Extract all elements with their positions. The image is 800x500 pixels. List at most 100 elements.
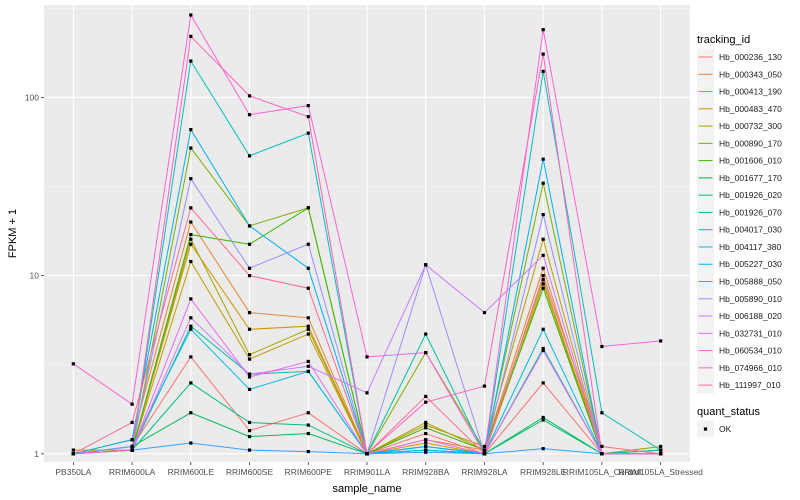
data-point bbox=[306, 369, 310, 374]
data-point bbox=[247, 375, 252, 379]
data-point bbox=[541, 346, 545, 351]
data-point bbox=[541, 415, 545, 420]
data-point bbox=[659, 448, 663, 452]
data-point bbox=[541, 181, 545, 185]
x-axis-title: sample_name bbox=[332, 483, 401, 495]
data-point bbox=[659, 452, 663, 456]
data-point bbox=[482, 311, 487, 315]
data-point bbox=[306, 131, 310, 135]
x-tick-label: RRIM928LE bbox=[520, 467, 567, 477]
data-point bbox=[424, 350, 428, 355]
data-point bbox=[189, 237, 193, 241]
data-point bbox=[189, 259, 193, 264]
data-point bbox=[130, 448, 134, 452]
data-point bbox=[600, 411, 604, 415]
data-point bbox=[541, 418, 545, 422]
data-point bbox=[482, 452, 487, 456]
data-point bbox=[71, 362, 75, 366]
data-point bbox=[482, 448, 487, 452]
grid-lines bbox=[44, 5, 690, 462]
data-point bbox=[600, 452, 604, 456]
data-point bbox=[541, 381, 545, 385]
data-point bbox=[247, 372, 252, 376]
x-tick-label: RRIM600LA bbox=[109, 467, 156, 477]
data-point bbox=[71, 448, 75, 452]
data-point bbox=[189, 59, 193, 63]
data-point bbox=[306, 266, 310, 270]
legend-label: Hb_004117_380 bbox=[719, 242, 782, 252]
data-point bbox=[189, 411, 193, 415]
legend-label: Hb_005890_010 bbox=[719, 294, 782, 304]
x-tick-label: RRIM901LA bbox=[344, 467, 391, 477]
x-tick-label: RRIM928LA bbox=[461, 467, 508, 477]
data-point bbox=[189, 242, 193, 246]
data-point bbox=[541, 28, 545, 32]
data-point bbox=[659, 339, 663, 343]
legend-label: Hb_000890_170 bbox=[719, 138, 782, 148]
data-point bbox=[424, 263, 428, 267]
data-point bbox=[365, 355, 369, 359]
data-point bbox=[541, 277, 545, 282]
data-point bbox=[247, 266, 252, 270]
data-point bbox=[306, 103, 310, 108]
data-point bbox=[130, 402, 134, 406]
legend-label: Hb_000343_050 bbox=[719, 69, 782, 79]
data-point bbox=[306, 206, 310, 210]
data-point bbox=[247, 327, 252, 331]
data-point bbox=[482, 444, 487, 449]
shape-legend-label: OK bbox=[719, 424, 732, 434]
data-point bbox=[247, 154, 252, 158]
data-point bbox=[424, 423, 428, 427]
data-point bbox=[541, 253, 545, 257]
data-point bbox=[424, 431, 428, 436]
data-point bbox=[247, 353, 252, 357]
data-point bbox=[600, 444, 604, 449]
data-point bbox=[424, 444, 428, 449]
data-point bbox=[130, 420, 134, 425]
legend-label: Hb_001606_010 bbox=[719, 156, 782, 166]
legend: tracking_id Hb_000236_130 Hb_000343_050 Hb… bbox=[697, 34, 782, 394]
x-tick-label: RRIM105LA_Stressed bbox=[618, 467, 703, 477]
data-point bbox=[424, 441, 428, 445]
data-point bbox=[189, 381, 193, 385]
data-point bbox=[71, 452, 75, 456]
data-point bbox=[130, 438, 134, 442]
legend-label: Hb_001677_170 bbox=[719, 173, 782, 183]
data-point bbox=[424, 394, 428, 399]
legend-label: Hb_004017_030 bbox=[719, 225, 782, 235]
x-tick-label: RRIM600SE bbox=[226, 467, 274, 477]
data-point bbox=[365, 391, 369, 395]
data-point bbox=[541, 69, 545, 73]
data-point bbox=[424, 450, 428, 454]
data-point bbox=[130, 444, 134, 449]
data-point bbox=[247, 242, 252, 246]
data-point bbox=[247, 448, 252, 452]
data-point bbox=[306, 423, 310, 427]
data-point bbox=[189, 206, 193, 210]
shape-legend: quant_status OK bbox=[697, 406, 760, 438]
legend-label: Hb_001926_070 bbox=[719, 207, 782, 217]
data-point bbox=[189, 232, 193, 237]
data-point bbox=[306, 431, 310, 436]
data-points bbox=[71, 13, 663, 456]
data-point bbox=[247, 429, 252, 433]
data-point bbox=[424, 400, 428, 404]
data-point bbox=[541, 237, 545, 241]
data-point bbox=[541, 348, 545, 353]
shape-legend-title: quant_status bbox=[697, 406, 760, 418]
data-point bbox=[247, 420, 252, 425]
data-point bbox=[306, 332, 310, 336]
legend-label: Hb_000236_130 bbox=[719, 52, 782, 62]
data-point bbox=[424, 426, 428, 430]
data-point bbox=[541, 213, 545, 217]
x-tick-label: RRIM600PE bbox=[285, 467, 333, 477]
data-point bbox=[306, 324, 310, 328]
data-point bbox=[189, 316, 193, 320]
data-point bbox=[424, 420, 428, 425]
data-point bbox=[247, 387, 252, 391]
data-point bbox=[541, 286, 545, 290]
legend-label: Hb_111997_010 bbox=[719, 380, 781, 390]
data-point bbox=[541, 266, 545, 270]
